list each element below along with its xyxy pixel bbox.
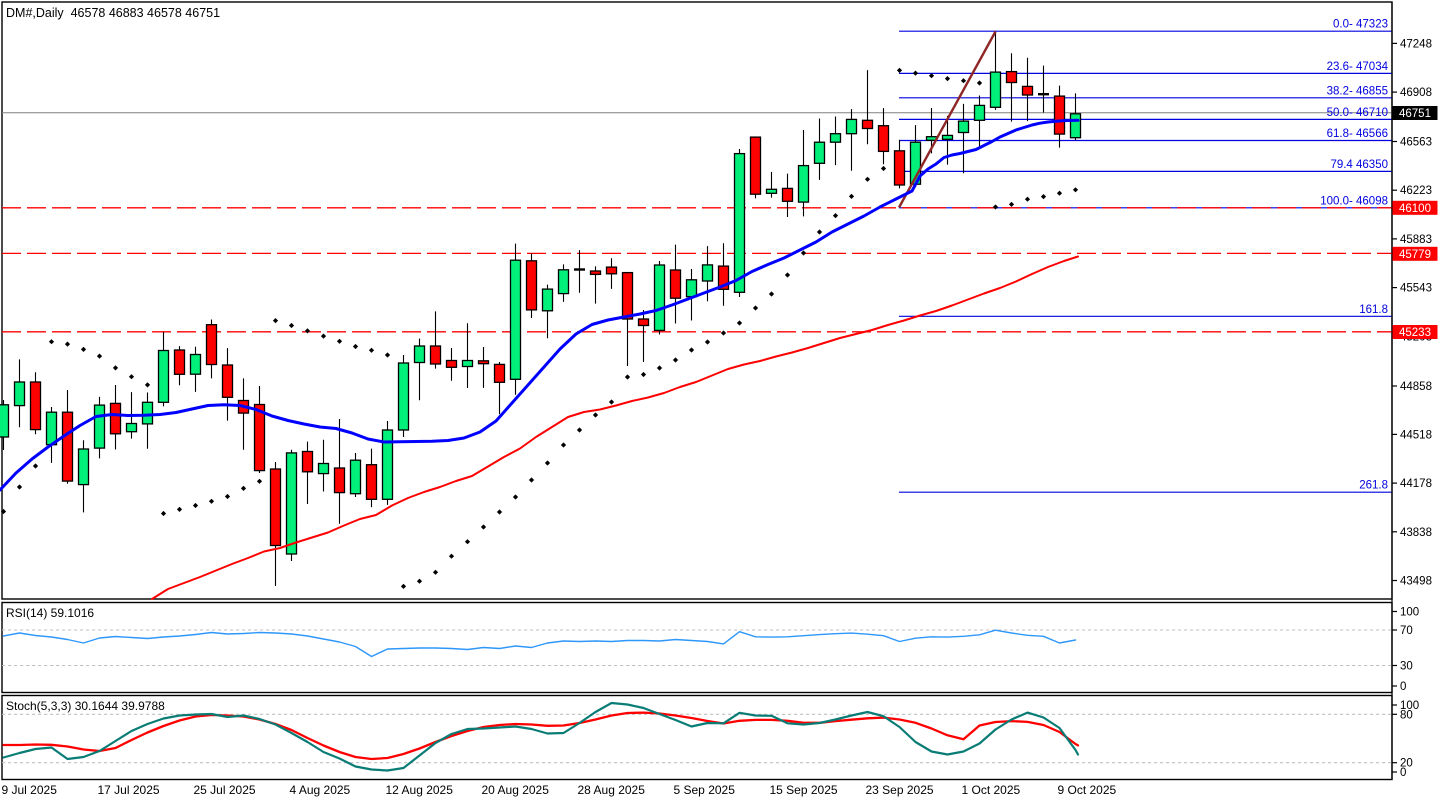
svg-text:45779: 45779 <box>1399 249 1431 261</box>
svg-text:46100: 46100 <box>1399 203 1431 215</box>
svg-text:15 Sep 2025: 15 Sep 2025 <box>770 783 838 797</box>
svg-text:261.8: 261.8 <box>1359 480 1388 492</box>
svg-text:100: 100 <box>1400 700 1419 712</box>
svg-text:61.8- 46566: 61.8- 46566 <box>1327 128 1388 140</box>
svg-text:DM#,Daily 46578 46883 46578 4: DM#,Daily 46578 46883 46578 46751 <box>6 6 220 20</box>
svg-text:1 Oct 2025: 1 Oct 2025 <box>962 783 1021 797</box>
svg-text:Stoch(5,3,3) 30.1644 39.9788: Stoch(5,3,3) 30.1644 39.9788 <box>6 699 165 713</box>
svg-text:30: 30 <box>1400 661 1413 673</box>
svg-text:45883: 45883 <box>1400 234 1432 246</box>
svg-text:43838: 43838 <box>1400 527 1432 539</box>
svg-text:45543: 45543 <box>1400 283 1432 295</box>
svg-text:20: 20 <box>1400 758 1413 770</box>
svg-text:17 Jul 2025: 17 Jul 2025 <box>98 783 160 797</box>
svg-text:38.2- 46855: 38.2- 46855 <box>1327 85 1388 97</box>
svg-text:46751: 46751 <box>1399 108 1431 120</box>
svg-text:23.6- 47034: 23.6- 47034 <box>1327 61 1389 73</box>
svg-text:43498: 43498 <box>1400 576 1432 588</box>
svg-text:0.0- 47323: 0.0- 47323 <box>1333 19 1388 31</box>
svg-text:45233: 45233 <box>1399 327 1431 339</box>
svg-text:20 Aug 2025: 20 Aug 2025 <box>482 783 550 797</box>
svg-text:46908: 46908 <box>1400 87 1432 99</box>
svg-text:25 Jul 2025: 25 Jul 2025 <box>194 783 256 797</box>
svg-text:4 Aug 2025: 4 Aug 2025 <box>290 783 351 797</box>
svg-text:46563: 46563 <box>1400 137 1432 149</box>
svg-text:46223: 46223 <box>1400 185 1432 197</box>
svg-text:47248: 47248 <box>1400 38 1432 50</box>
svg-text:70: 70 <box>1400 625 1413 637</box>
svg-text:161.8: 161.8 <box>1359 304 1388 316</box>
svg-text:79.4 46350: 79.4 46350 <box>1330 159 1388 171</box>
svg-text:28 Aug 2025: 28 Aug 2025 <box>578 783 646 797</box>
svg-text:9 Jul 2025: 9 Jul 2025 <box>2 783 58 797</box>
svg-text:12 Aug 2025: 12 Aug 2025 <box>386 783 454 797</box>
svg-text:44178: 44178 <box>1400 478 1432 490</box>
svg-text:44858: 44858 <box>1400 381 1432 393</box>
svg-text:100: 100 <box>1400 607 1419 619</box>
svg-text:23 Sep 2025: 23 Sep 2025 <box>866 783 934 797</box>
svg-text:44518: 44518 <box>1400 429 1432 441</box>
svg-text:5 Sep 2025: 5 Sep 2025 <box>674 783 736 797</box>
svg-text:0: 0 <box>1400 681 1406 693</box>
svg-text:9 Oct 2025: 9 Oct 2025 <box>1058 783 1117 797</box>
svg-text:50.0- 46710: 50.0- 46710 <box>1327 107 1388 119</box>
svg-text:100.0- 46098: 100.0- 46098 <box>1320 195 1388 207</box>
svg-text:80: 80 <box>1400 709 1413 721</box>
svg-text:0: 0 <box>1400 767 1406 779</box>
svg-text:RSI(14) 59.1016: RSI(14) 59.1016 <box>6 606 94 620</box>
